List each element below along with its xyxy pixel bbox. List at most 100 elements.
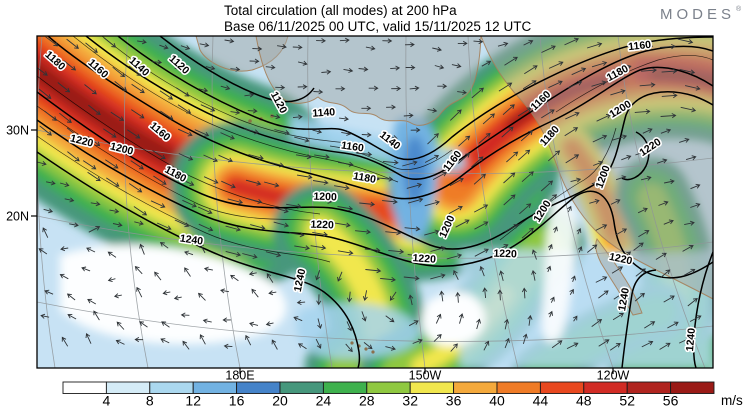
wind-arrow-icon xyxy=(687,297,698,307)
wind-arrow-icon xyxy=(265,64,276,70)
wind-arrow-icon xyxy=(247,108,258,114)
wind-arrow-icon xyxy=(402,160,418,167)
wind-arrow-icon xyxy=(294,136,310,143)
wind-arrow-icon xyxy=(679,137,690,143)
colorbar: 4 8 12 16 20 24 28 32 36 40 44 48 52 56 m/s xyxy=(62,381,743,408)
wind-arrow-icon xyxy=(677,38,694,45)
wind-arrow-icon xyxy=(227,198,244,205)
wind-arrow-icon xyxy=(295,154,312,160)
wind-arrow-icon xyxy=(179,178,195,186)
wind-arrow-icon xyxy=(683,268,696,276)
contour-1180 xyxy=(47,36,713,200)
wind-arrow-icon xyxy=(39,125,52,136)
wind-arrow-icon xyxy=(551,340,563,349)
wind-arrow-icon xyxy=(685,155,697,161)
wind-arrow-icon xyxy=(337,205,354,212)
colorbar-unit-label: m/s xyxy=(721,393,743,408)
wind-arrow-icon xyxy=(479,265,485,277)
wind-arrow-icon xyxy=(388,135,398,141)
wind-arrow-icon xyxy=(297,343,307,350)
wind-arrow-icon xyxy=(570,177,582,183)
wind-arrow-icon xyxy=(249,321,259,327)
wind-arrow-icon xyxy=(160,338,170,344)
wind-arrow-icon xyxy=(152,150,166,160)
wind-arrow-icon xyxy=(497,41,509,47)
wind-arrow-icon xyxy=(522,333,528,345)
wind-arrow-icon xyxy=(450,343,458,352)
map-frame xyxy=(36,35,714,369)
wind-arrow-icon xyxy=(504,337,510,349)
wind-arrow-icon xyxy=(93,310,100,321)
wind-arrow-icon xyxy=(69,222,79,228)
wind-arrow-icon xyxy=(67,313,77,320)
wind-arrow-icon xyxy=(223,343,233,349)
wind-arrow-icon xyxy=(680,106,697,113)
wind-arrow-icon xyxy=(390,65,401,71)
colorbar-segment xyxy=(105,381,151,394)
wind-arrow-icon xyxy=(569,288,574,295)
wind-arrow-icon xyxy=(434,64,445,70)
wind-arrow-icon xyxy=(478,132,491,144)
wind-arrow-icon xyxy=(637,207,648,214)
wind-arrow-icon xyxy=(314,111,325,117)
wind-arrow-icon xyxy=(521,227,534,239)
wind-arrow-icon xyxy=(591,61,608,68)
wind-arrow-icon xyxy=(564,127,579,137)
wind-arrow-icon xyxy=(612,312,625,321)
wind-arrow-icon xyxy=(427,133,439,145)
wind-arrow-icon xyxy=(161,321,170,328)
wind-arrow-icon xyxy=(659,43,676,50)
wind-arrow-icon xyxy=(658,200,669,206)
wind-arrow-icon xyxy=(312,231,328,237)
x-tick-label: 180E xyxy=(225,369,254,383)
wind-arrow-icon xyxy=(576,228,582,235)
wind-arrow-icon xyxy=(275,85,286,91)
wind-arrow-icon xyxy=(86,247,96,253)
wind-arrow-icon xyxy=(334,185,350,191)
wind-arrow-icon xyxy=(685,85,701,91)
wind-arrow-icon xyxy=(364,247,381,253)
wind-arrow-icon xyxy=(242,253,258,259)
wind-arrow-icon xyxy=(638,230,650,238)
wind-arrow-icon xyxy=(174,219,190,228)
wind-arrow-icon xyxy=(128,183,143,193)
wind-arrow-icon xyxy=(116,321,125,330)
wind-arrow-icon xyxy=(476,318,481,330)
wind-arrow-icon xyxy=(474,221,489,230)
colorbar-tick-label: 4 xyxy=(103,393,111,408)
wind-arrow-icon xyxy=(432,171,448,180)
wind-arrow-icon xyxy=(198,223,214,232)
wind-arrow-icon xyxy=(457,89,467,95)
wind-arrow-icon xyxy=(690,183,701,190)
wind-arrow-icon xyxy=(667,321,679,329)
wind-arrow-icon xyxy=(203,266,213,272)
wind-arrow-icon xyxy=(312,128,323,134)
wind-arrow-icon xyxy=(64,197,75,203)
wind-arrow-icon xyxy=(296,174,313,180)
wind-arrow-icon xyxy=(225,225,241,232)
wind-arrow-icon xyxy=(547,243,553,251)
wind-arrow-icon xyxy=(641,67,657,73)
wind-arrow-icon xyxy=(268,290,277,296)
wind-arrow-icon xyxy=(610,199,621,205)
wind-arrow-icon xyxy=(595,276,608,283)
wind-arrow-icon xyxy=(222,317,231,323)
y-tick-label: 20N xyxy=(6,210,29,224)
wind-arrow-icon xyxy=(660,269,671,279)
wind-arrow-icon xyxy=(595,224,608,231)
wind-arrow-icon xyxy=(609,343,621,351)
wind-arrow-icon xyxy=(109,208,120,214)
wind-arrow-icon xyxy=(286,203,302,209)
wind-arrow-icon xyxy=(363,342,373,350)
wind-arrow-icon xyxy=(37,160,47,166)
wind-arrow-icon xyxy=(337,271,343,282)
wind-arrow-icon xyxy=(382,38,393,44)
y-tick-label: 30N xyxy=(6,124,29,138)
wind-arrow-icon xyxy=(615,175,627,181)
contour-label: 1240 xyxy=(179,232,204,247)
wind-arrow-icon xyxy=(640,175,652,181)
wind-arrow-icon xyxy=(103,128,117,138)
wind-arrow-icon xyxy=(591,80,607,87)
wind-arrow-icon xyxy=(312,179,329,185)
wind-arrow-icon xyxy=(448,205,463,214)
